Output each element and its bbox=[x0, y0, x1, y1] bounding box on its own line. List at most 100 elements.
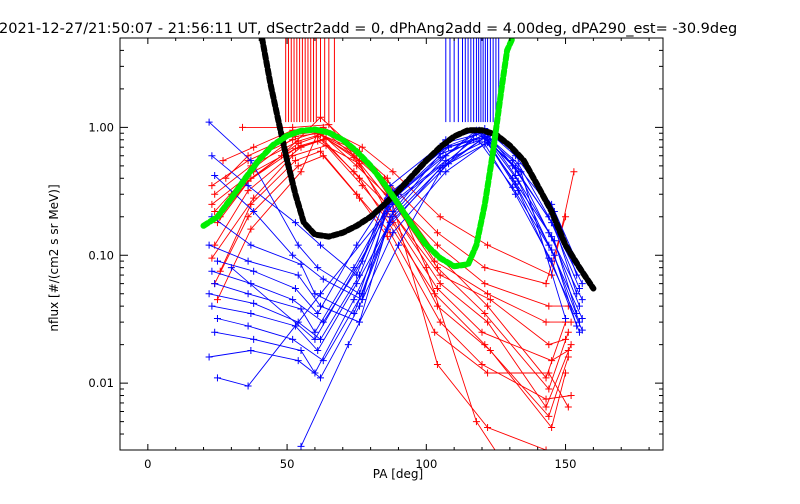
x-tick-label: 0 bbox=[144, 457, 151, 471]
series-blue-point bbox=[316, 374, 324, 382]
series-blue-point bbox=[297, 442, 305, 450]
series-red-point bbox=[433, 229, 441, 237]
x-axis-ticks: 0 50 100 150 bbox=[144, 38, 650, 471]
series-blue-point bbox=[319, 275, 327, 283]
series-red-point bbox=[545, 412, 553, 420]
series-blue-point bbox=[316, 241, 324, 249]
series-blue-point bbox=[213, 315, 221, 323]
series-red-point bbox=[564, 346, 572, 354]
series-red-point bbox=[545, 302, 553, 310]
series-blue-point bbox=[208, 152, 216, 160]
series-blue-point bbox=[475, 137, 483, 145]
x-tick-label: 150 bbox=[555, 457, 577, 471]
series-blue-point bbox=[289, 296, 297, 304]
series-blue-point bbox=[291, 219, 299, 227]
series-blue-point bbox=[244, 322, 252, 330]
series-red-point bbox=[562, 369, 570, 377]
series-red-point bbox=[294, 162, 302, 170]
series-blue-point bbox=[562, 315, 570, 323]
series-blue-point bbox=[389, 213, 397, 221]
series-red-point bbox=[484, 302, 492, 310]
series-red-point bbox=[481, 280, 489, 288]
series-blue-point bbox=[575, 302, 583, 310]
series-blue-point bbox=[294, 241, 302, 249]
series-blue-point bbox=[514, 160, 522, 168]
series-red-point bbox=[548, 357, 556, 365]
series-blue-point bbox=[247, 241, 255, 249]
series-red-point bbox=[484, 290, 492, 298]
series-red-point bbox=[545, 385, 553, 393]
series-red-point bbox=[478, 360, 486, 368]
series-red-point bbox=[484, 423, 492, 431]
series-red-point bbox=[542, 280, 550, 288]
series-red-point bbox=[322, 134, 330, 142]
series-blue-point bbox=[517, 168, 525, 176]
series-blue-point bbox=[389, 229, 397, 237]
series-red-point bbox=[289, 152, 297, 160]
series-red-line bbox=[222, 126, 575, 276]
chart-title: 2021-12-27/21:50:07 - 21:56:11 UT, dSect… bbox=[0, 21, 737, 37]
series-blue-point bbox=[244, 257, 252, 265]
series-red-point bbox=[291, 145, 299, 153]
y-tick-label: 0.10 bbox=[88, 248, 114, 262]
series-blue-point bbox=[436, 168, 444, 176]
series-red-point bbox=[383, 174, 391, 182]
series-blue-point bbox=[514, 187, 522, 195]
series-blue-point bbox=[578, 296, 586, 304]
series-red-point bbox=[244, 213, 252, 221]
series-blue-point bbox=[511, 190, 519, 198]
series-blue-point bbox=[550, 251, 558, 259]
series-red-point bbox=[389, 168, 397, 176]
series-blue-point bbox=[227, 264, 235, 272]
series-red-point bbox=[213, 296, 221, 304]
series-blue-point bbox=[548, 257, 556, 265]
series-red-point bbox=[484, 241, 492, 249]
series-red-point bbox=[358, 182, 366, 190]
series-red-point bbox=[481, 264, 489, 272]
series-red-point bbox=[314, 137, 322, 145]
series-blue-point bbox=[314, 264, 322, 272]
series-red-point bbox=[211, 207, 219, 215]
series-blue-point bbox=[289, 251, 297, 259]
series-red-point bbox=[358, 143, 366, 151]
series-red-point bbox=[545, 341, 553, 349]
series-red-point bbox=[436, 280, 444, 288]
series-red-point bbox=[545, 369, 553, 377]
series-red-point bbox=[291, 157, 299, 165]
series-blue-point bbox=[297, 260, 305, 268]
series-red-point bbox=[570, 168, 578, 176]
series-blue-point bbox=[344, 341, 352, 349]
series-blue-point bbox=[247, 346, 255, 354]
series-blue-point bbox=[550, 237, 558, 245]
y-axis-ticks: 0.01 0.10 1.00 bbox=[88, 37, 663, 451]
x-axis-label: PA [deg] bbox=[373, 467, 423, 481]
series-blue-point bbox=[297, 346, 305, 354]
plot-layer bbox=[200, 38, 597, 450]
series-blue-point bbox=[247, 310, 255, 318]
series-red-point bbox=[431, 257, 439, 265]
series-red-point bbox=[250, 194, 258, 202]
series-blue-point bbox=[481, 133, 489, 141]
series-blue-point bbox=[291, 284, 299, 292]
series-blue-point bbox=[575, 328, 583, 336]
series-blue-point bbox=[289, 335, 297, 343]
series-blue-point bbox=[353, 280, 361, 288]
series-red-point bbox=[316, 147, 324, 155]
series-red-point bbox=[422, 264, 430, 272]
series-blue-point bbox=[244, 182, 252, 190]
series-red-point bbox=[486, 346, 494, 354]
series-red-point bbox=[208, 200, 216, 208]
series-blue-point bbox=[294, 271, 302, 279]
series-red-point bbox=[484, 369, 492, 377]
series-red-point bbox=[208, 182, 216, 190]
series-blue-point bbox=[578, 315, 586, 323]
series-red-point bbox=[211, 190, 219, 198]
series-red-line bbox=[214, 132, 569, 390]
series-blue-point bbox=[208, 302, 216, 310]
series-red-point bbox=[481, 310, 489, 318]
series-blue-point bbox=[353, 241, 361, 249]
series-red-point bbox=[481, 341, 489, 349]
series-red-point bbox=[222, 174, 230, 182]
series-blue-point bbox=[205, 241, 213, 249]
